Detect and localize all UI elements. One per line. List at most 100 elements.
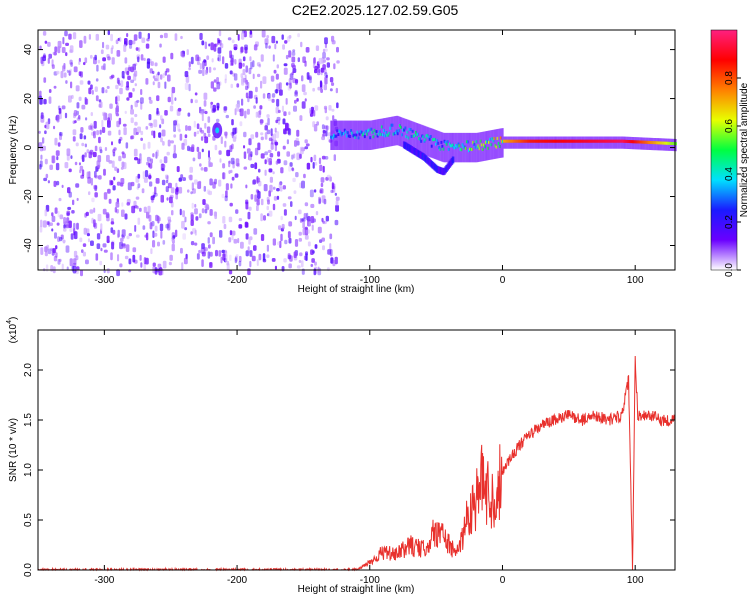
noise-mark: [269, 176, 273, 183]
noise-mark: [294, 89, 298, 95]
noise-mark: [137, 173, 141, 179]
noise-mark: [87, 80, 91, 85]
noise-mark: [140, 97, 144, 104]
noise-mark: [284, 40, 288, 44]
noise-mark: [291, 71, 294, 76]
noise-mark: [335, 204, 339, 212]
noise-mark: [179, 133, 183, 141]
noise-mark: [210, 178, 214, 184]
noise-mark: [257, 110, 261, 118]
noise-mark: [130, 109, 134, 115]
carrier-halo: [425, 126, 428, 156]
noise-mark: [152, 75, 156, 79]
noise-mark: [149, 68, 153, 74]
noise-mark: [217, 54, 221, 62]
carrier-core: [499, 136, 502, 140]
carrier-core: [446, 140, 449, 144]
noise-mark: [99, 260, 103, 266]
noise-mark: [65, 245, 70, 253]
snr-frame: [37, 329, 676, 571]
noise-mark: [222, 163, 226, 169]
noise-mark: [288, 237, 292, 244]
noise-mark: [232, 72, 235, 77]
noise-mark: [293, 190, 297, 194]
noise-mark: [44, 130, 47, 135]
noise-mark: [304, 60, 307, 67]
noise-mark: [264, 169, 267, 176]
noise-mark: [44, 158, 48, 165]
carrier-core: [374, 132, 377, 136]
noise-mark: [191, 202, 194, 209]
noise-mark: [140, 137, 143, 141]
carrier-core: [422, 135, 425, 139]
noise-mark: [274, 43, 277, 50]
noise-mark: [150, 61, 154, 66]
noise-mark: [136, 205, 139, 210]
carrier-core: [370, 127, 373, 131]
carrier-core: [560, 139, 563, 143]
noise-mark: [208, 43, 211, 47]
carrier-halo: [496, 129, 499, 159]
noise-mark: [250, 134, 255, 140]
noise-mark: [109, 103, 113, 109]
noise-mark: [219, 230, 223, 238]
noise-mark: [180, 247, 183, 254]
noise-mark: [314, 105, 319, 111]
carrier-core: [563, 139, 566, 143]
carrier-core: [489, 137, 492, 141]
noise-mark: [324, 48, 328, 52]
noise-mark: [283, 258, 287, 263]
noise-mark: [282, 203, 287, 207]
snr-y-tick-label: 1.5: [23, 413, 34, 427]
noise-mark: [89, 209, 94, 214]
noise-mark: [162, 260, 167, 269]
noise-mark: [44, 40, 48, 44]
noise-mark: [272, 203, 276, 211]
noise-mark: [200, 247, 205, 254]
carrier-core: [425, 134, 428, 138]
noise-mark: [228, 216, 233, 223]
noise-mark: [170, 187, 175, 194]
carrier-core: [427, 135, 430, 139]
noise-mark: [270, 128, 273, 136]
noise-mark: [180, 174, 184, 179]
noise-mark: [198, 213, 202, 219]
noise-mark: [165, 186, 169, 193]
noise-mark: [124, 213, 128, 220]
carrier-core: [580, 139, 583, 143]
noise-mark: [292, 49, 296, 53]
noise-mark: [321, 155, 326, 160]
noise-mark: [277, 119, 281, 125]
carrier-core: [477, 144, 480, 148]
noise-mark: [69, 49, 73, 54]
noise-mark: [132, 87, 135, 92]
carrier-core: [469, 147, 471, 151]
snr-y-multiplier-exp: 4: [6, 320, 13, 324]
noise-mark: [121, 202, 124, 207]
snr-background: [38, 330, 675, 570]
carrier-core: [644, 140, 647, 144]
noise-mark: [264, 151, 268, 156]
noise-mark: [333, 154, 336, 161]
colorbar-tick-label: 0.4: [724, 167, 735, 181]
noise-mark: [160, 137, 163, 143]
noise-mark: [260, 198, 264, 206]
carrier-core: [365, 129, 367, 133]
noise-mark: [193, 131, 197, 137]
noise-mark: [278, 225, 282, 230]
noise-mark: [157, 71, 160, 76]
noise-mark: [81, 154, 85, 162]
carrier-halo: [439, 131, 442, 161]
noise-mark: [140, 54, 144, 61]
noise-mark: [114, 166, 118, 171]
noise-mark: [229, 202, 233, 207]
carrier-core: [360, 130, 363, 134]
colorbar-bar: [710, 29, 738, 271]
carrier-core: [618, 139, 621, 143]
noise-mark: [148, 214, 152, 222]
noise-mark: [189, 166, 193, 173]
noise-mark: [221, 249, 226, 254]
colorbar-tick-label: 0.6: [724, 119, 735, 133]
noise-mark: [62, 65, 66, 72]
noise-mark: [238, 218, 243, 222]
